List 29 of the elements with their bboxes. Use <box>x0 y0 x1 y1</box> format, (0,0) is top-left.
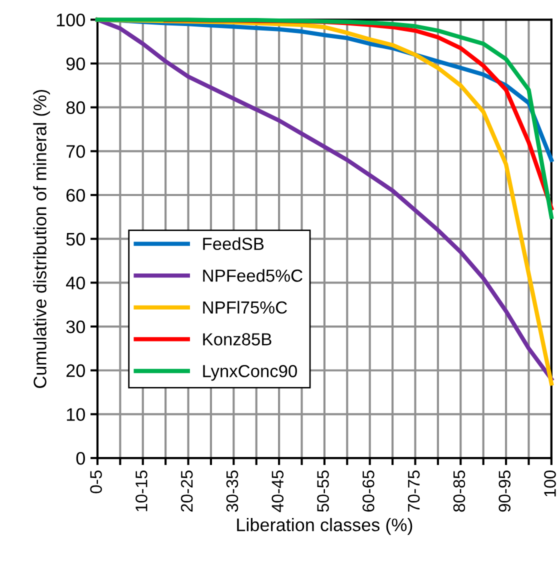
x-tick-label: 30-35 <box>226 470 238 512</box>
y-tick-label: 0 <box>76 452 85 465</box>
legend-label: NPFeed5%C <box>203 269 302 282</box>
y-axis-title: Cumulative distribution of mineral (%) <box>33 90 50 388</box>
y-tick-label: 10 <box>66 408 85 421</box>
y-tick-label: 30 <box>66 320 85 334</box>
x-tick-label: 10-15 <box>136 470 148 512</box>
x-tick-label: 100 <box>544 470 556 496</box>
x-tick-label: 80-85 <box>453 470 466 512</box>
y-tick-label: 20 <box>66 364 85 378</box>
y-tick-label: 80 <box>66 101 85 114</box>
y-tick-label: 60 <box>66 188 85 202</box>
x-tick-label: 40-45 <box>272 470 284 512</box>
x-axis-title: Liberation classes (%) <box>237 518 412 535</box>
x-tick-label: 90-95 <box>498 470 511 512</box>
y-tick-label: 50 <box>66 232 85 246</box>
legend-label: NPFl75%C <box>203 300 287 314</box>
y-tick-label: 40 <box>66 276 85 290</box>
legend-label: LynxConc90 <box>203 364 297 381</box>
legend-label: Konz85B <box>203 333 272 346</box>
x-tick-label: 70-75 <box>408 470 420 512</box>
y-tick-label: 100 <box>56 14 85 26</box>
y-tick-label: 70 <box>66 145 85 158</box>
x-tick-label: 50-55 <box>317 470 329 512</box>
x-tick-label: 60-65 <box>362 470 374 512</box>
x-tick-label: 20-25 <box>180 470 193 512</box>
x-tick-label: 0-5 <box>90 470 102 494</box>
y-tick-label: 90 <box>66 57 85 70</box>
legend-label: FeedSB <box>203 237 264 250</box>
